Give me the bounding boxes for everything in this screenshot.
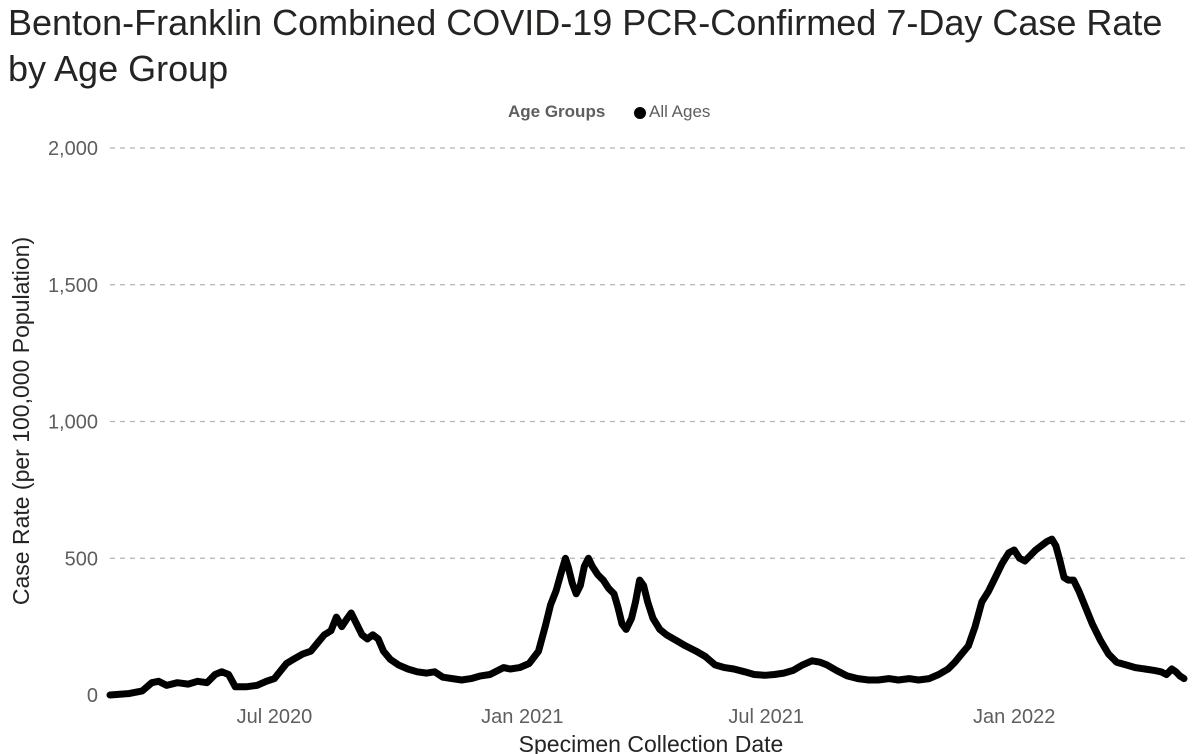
legend-marker-all-ages — [634, 107, 646, 119]
y-axis-ticks: 0 500 1,000 1,500 2,000 — [48, 138, 98, 707]
y-tick-label: 1,000 — [48, 412, 98, 434]
x-tick-label: Jul 2021 — [728, 706, 804, 728]
x-tick-label: Jan 2022 — [973, 706, 1055, 728]
x-tick-label: Jul 2020 — [237, 706, 313, 728]
legend: Age Groups All Ages — [508, 102, 710, 121]
gridlines — [110, 147, 1188, 559]
chart-title: Benton-Franklin Combined COVID-19 PCR-Co… — [8, 2, 1163, 89]
x-axis-ticks: Jul 2020 Jan 2021 Jul 2021 Jan 2022 — [237, 706, 1056, 728]
legend-title: Age Groups — [508, 102, 605, 121]
y-tick-label: 0 — [87, 685, 98, 707]
x-axis-title: Specimen Collection Date — [519, 731, 784, 754]
series-line-all-ages — [106, 535, 1188, 699]
legend-item-all-ages: All Ages — [649, 102, 710, 121]
y-tick-label: 500 — [65, 548, 98, 570]
y-axis-title: Case Rate (per 100,000 Population) — [8, 237, 34, 605]
y-tick-label: 2,000 — [48, 138, 98, 160]
series-layer — [106, 535, 1188, 699]
x-tick-label: Jan 2021 — [481, 706, 563, 728]
y-tick-label: 1,500 — [48, 275, 98, 297]
